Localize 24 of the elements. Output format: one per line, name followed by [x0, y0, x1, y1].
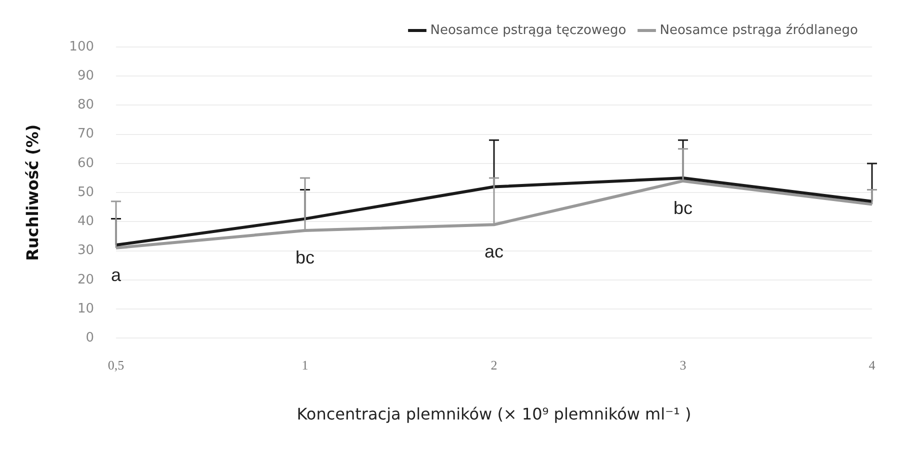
y-tick-label: 20	[77, 272, 94, 288]
y-tick-label: 60	[77, 156, 94, 171]
x-tick-label: 3	[680, 357, 686, 372]
annotation: ac	[484, 242, 504, 262]
y-tick-label: 80	[77, 98, 94, 113]
annotation: bc	[296, 247, 315, 268]
x-tick-label: 1	[302, 357, 308, 372]
x-tick-label: 0,5	[108, 357, 124, 372]
y-tick-label: 100	[69, 39, 94, 54]
y-tick-label: 0	[86, 330, 94, 346]
y-axis-title: Ruchliwość (%)	[22, 124, 42, 261]
x-axis-title: Koncentracja plemników (× 10⁹ plemników ml⁻¹ )	[296, 404, 692, 424]
y-tick-label: 90	[77, 68, 94, 84]
y-tick-label: 40	[77, 214, 94, 230]
legend-label: Neosamce pstrąga tęczowego	[430, 22, 626, 38]
legend-label: Neosamce pstrąga źródlanego	[660, 22, 858, 38]
x-tick-label: 4	[868, 357, 876, 372]
x-tick-label: 2	[490, 357, 498, 372]
annotation: a	[111, 264, 122, 285]
y-tick-label: 10	[77, 301, 94, 316]
y-tick-label: 30	[77, 243, 94, 258]
y-tick-label: 50	[77, 184, 94, 200]
y-tick-label: 70	[77, 126, 94, 142]
annotation: bc	[673, 198, 693, 218]
